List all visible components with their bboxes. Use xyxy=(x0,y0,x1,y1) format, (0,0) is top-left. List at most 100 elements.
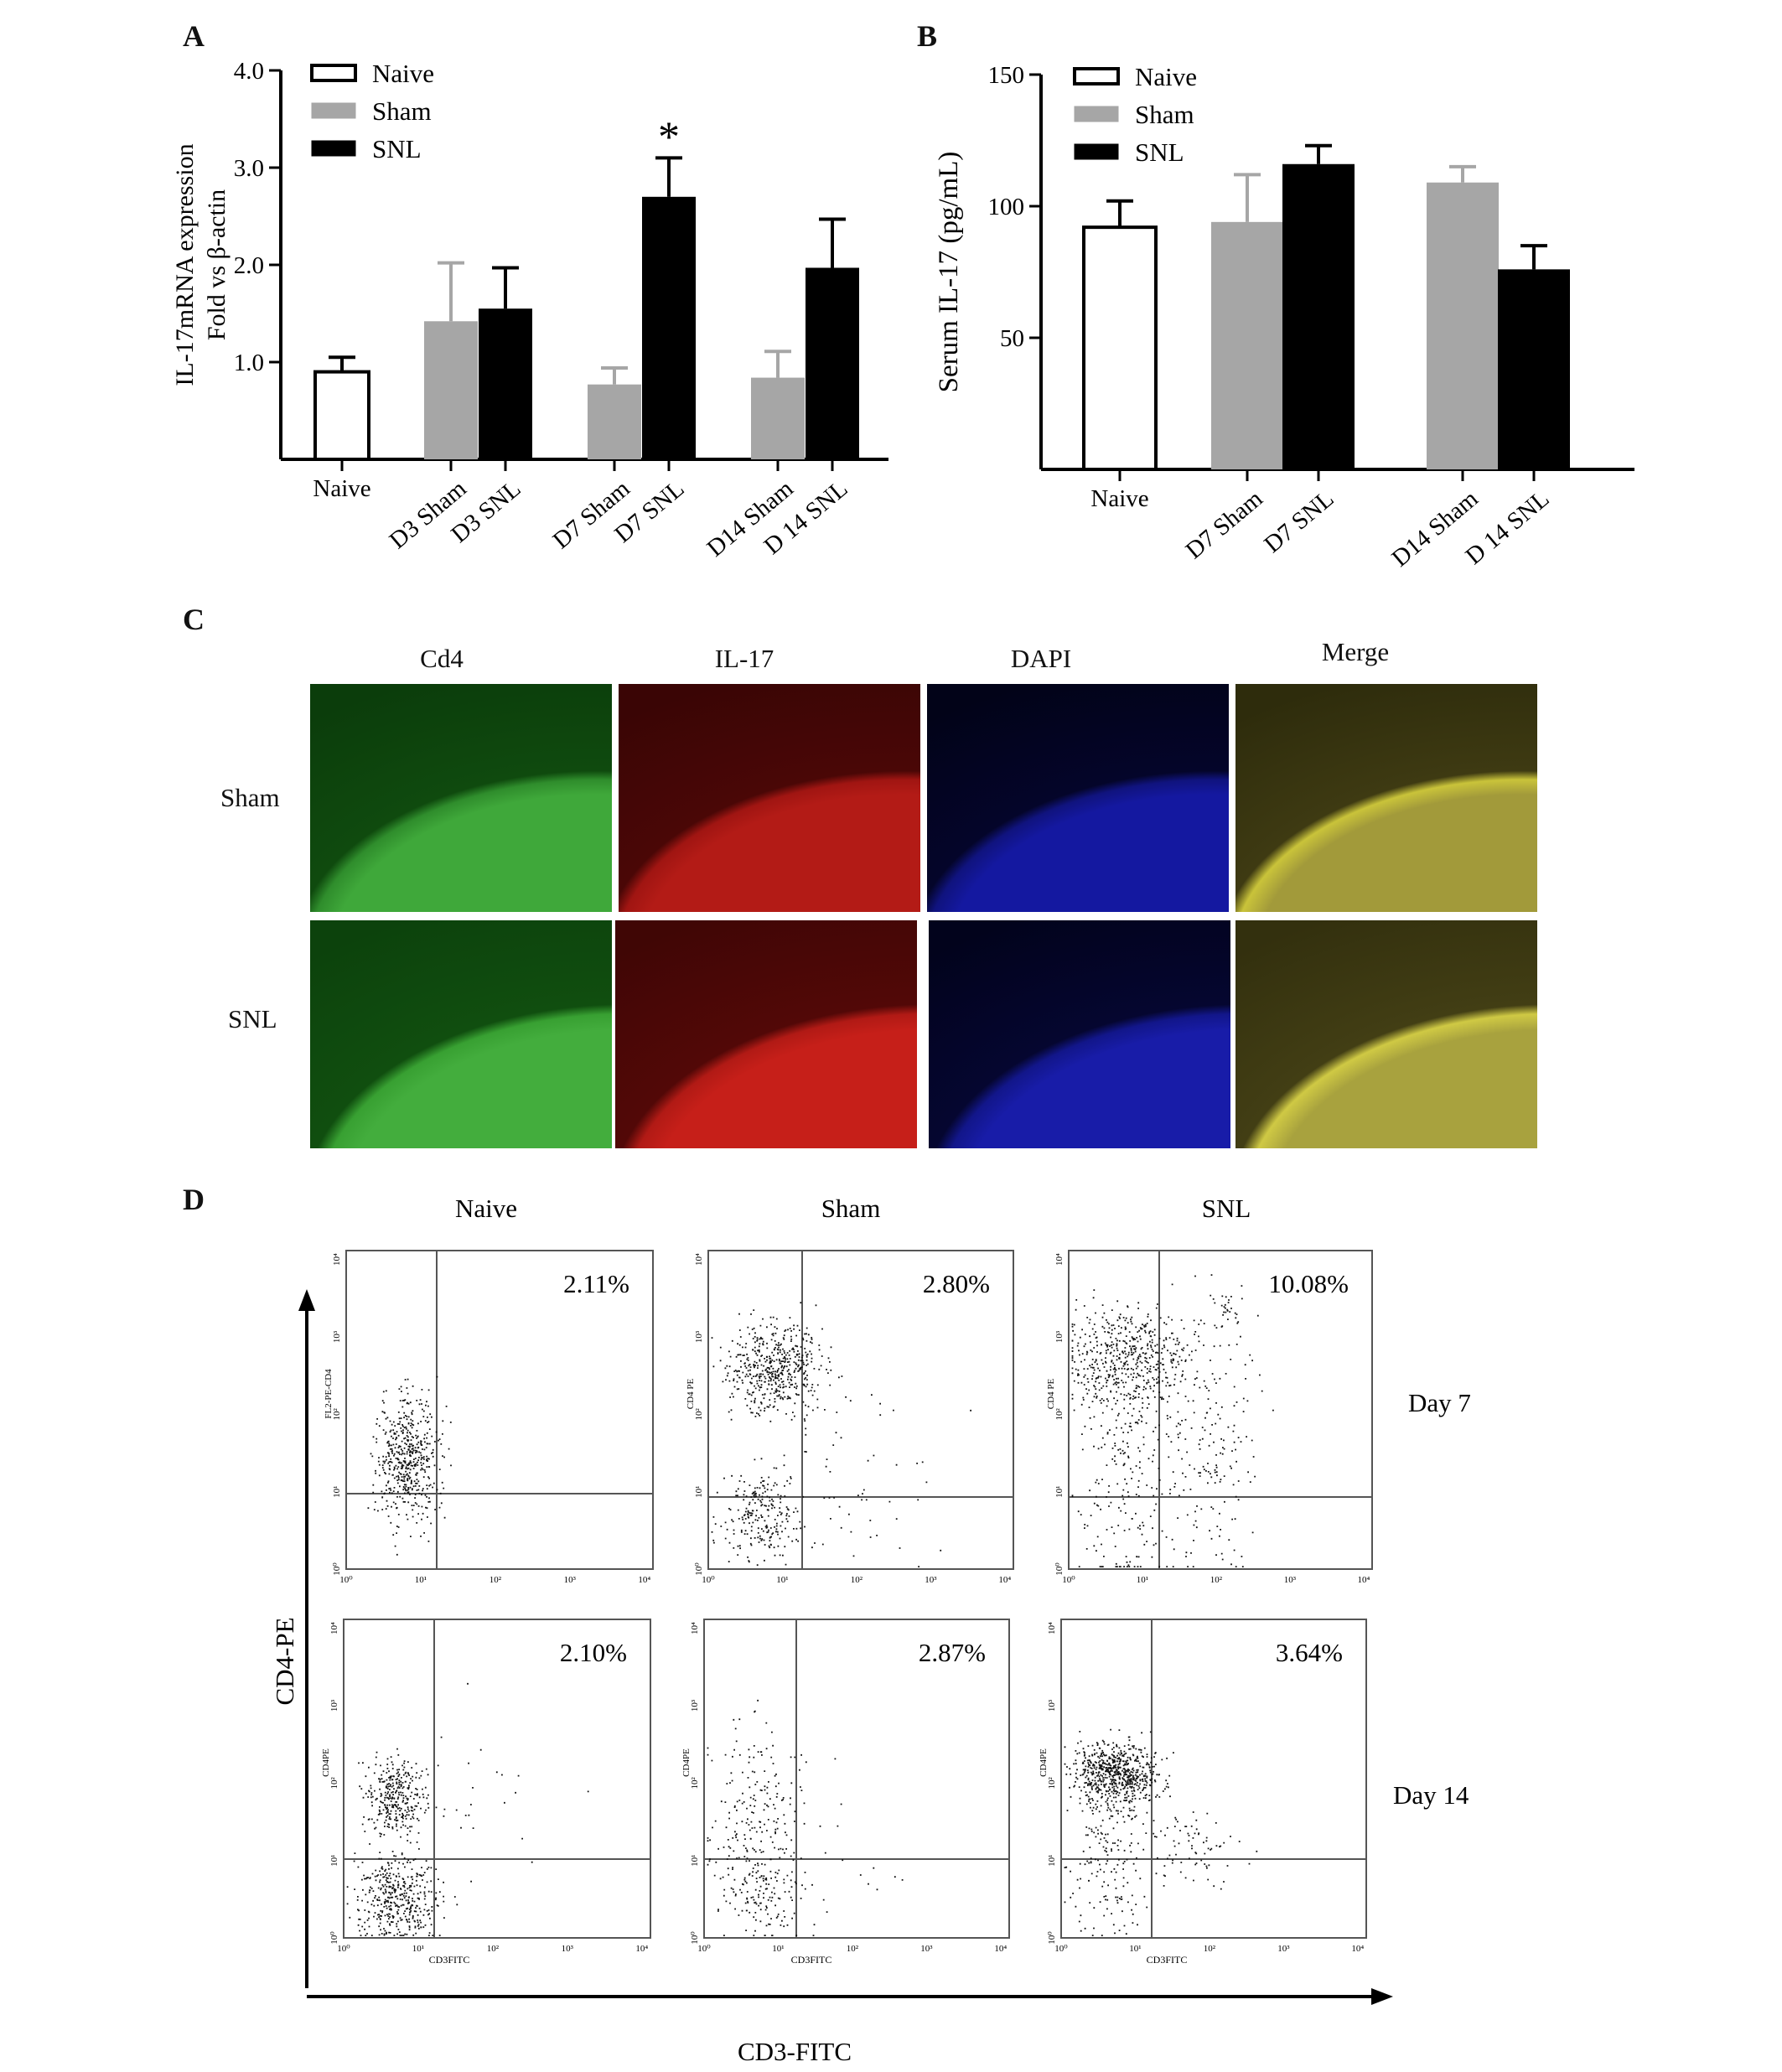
y-tick-label: 1.0 xyxy=(234,350,264,376)
y-tick-label: 10³ xyxy=(1054,1330,1065,1343)
x-tick-label: 10⁴ xyxy=(998,1575,1011,1585)
micro-row-snl: SNL xyxy=(228,1004,277,1033)
x-tick-label: D7 SNL xyxy=(1259,485,1339,558)
y-tick-label: 10⁰ xyxy=(329,1931,339,1945)
legend-swatch-naive xyxy=(1073,67,1120,85)
x-tick-label: 10¹ xyxy=(1137,1575,1148,1585)
flow-events-dots xyxy=(707,1699,904,1936)
micro-image-snl-cd4 xyxy=(310,920,612,1148)
flow-plot-ylabel: CD4 PE xyxy=(1046,1379,1056,1410)
y-tick-label: 150 xyxy=(988,62,1025,89)
panel-c-letter: C xyxy=(183,603,205,636)
flow-events-dots xyxy=(1064,1728,1258,1936)
y-tick-label: 10⁴ xyxy=(1054,1253,1065,1266)
y-tick-label: 10⁰ xyxy=(694,1562,704,1576)
x-tick-label: D7 Sham xyxy=(1181,485,1268,565)
legend-swatch-naive xyxy=(310,64,357,82)
bar-naive xyxy=(313,370,370,462)
panel-b-letter: B xyxy=(917,19,938,53)
flow-plot-frame xyxy=(343,1619,651,1939)
x-tick-label: Naive xyxy=(313,475,370,502)
x-tick-label: 10² xyxy=(851,1575,863,1585)
flow-plot-frame xyxy=(703,1619,1010,1939)
x-tick-label: 10⁴ xyxy=(994,1944,1007,1954)
x-tick-label: 10³ xyxy=(1277,1944,1290,1954)
x-tick-label: 10³ xyxy=(562,1944,574,1954)
micro-row-sham: Sham xyxy=(220,783,280,812)
significance-star: * xyxy=(658,113,680,161)
gate-percentage: 2.10% xyxy=(560,1638,627,1667)
chart-a-il17-mrna: 1.0 2.0 3.0 4.0 IL-17mRNA expression Fold vs … xyxy=(171,58,888,562)
bar-d14-sham xyxy=(751,377,805,459)
gate-percentage: 2.80% xyxy=(923,1269,990,1298)
micro-col-il17: IL-17 xyxy=(714,644,774,673)
micro-image-sham-merge xyxy=(1235,684,1537,912)
y-axis-title-line: Fold vs β-actin xyxy=(203,189,231,340)
x-tick-label: 10⁰ xyxy=(339,1575,353,1585)
x-tick-label: 10² xyxy=(847,1944,859,1954)
y-tick-label: 10³ xyxy=(332,1330,342,1343)
flow-plot-ylabel: CD4PE xyxy=(1039,1748,1049,1777)
y-axis-title: CD4-PE xyxy=(270,1617,299,1705)
x-tick-label: 10⁰ xyxy=(337,1944,350,1954)
micro-image-snl-il17 xyxy=(615,920,917,1148)
x-tick-label: 10⁰ xyxy=(1062,1575,1075,1585)
y-tick-label: 50 xyxy=(1000,325,1024,352)
y-tick-label: 10⁴ xyxy=(332,1253,342,1266)
y-tick-label: 10² xyxy=(694,1407,704,1420)
bar-d3-snl xyxy=(479,308,532,459)
x-tick-label: 10⁰ xyxy=(1054,1944,1068,1954)
y-tick-label: 10⁴ xyxy=(690,1622,700,1634)
legend-swatch-snl xyxy=(1074,143,1119,160)
micro-image-sham-cd4 xyxy=(310,684,612,912)
x-tick-label: 10¹ xyxy=(1129,1944,1141,1954)
legend-swatch-sham xyxy=(1074,106,1119,122)
x-tick-label: 10² xyxy=(1204,1944,1216,1954)
x-tick-label: 10⁴ xyxy=(635,1944,648,1954)
flow-col-snl: SNL xyxy=(1202,1194,1251,1223)
x-axis-arrowhead xyxy=(1371,1988,1393,2005)
y-tick-label: 10⁰ xyxy=(1047,1931,1057,1945)
x-tick-label: 10⁰ xyxy=(697,1944,711,1954)
y-tick-label: 10⁴ xyxy=(694,1253,704,1266)
micro-col-cd4: Cd4 xyxy=(420,644,464,673)
flow-plot-xlabel: CD3FITC xyxy=(791,1954,832,1966)
flow-row-day7: Day 7 xyxy=(1408,1388,1471,1417)
micro-image-sham-dapi xyxy=(927,684,1229,912)
flow-col-sham: Sham xyxy=(821,1194,881,1223)
gate-percentage: 10.08% xyxy=(1268,1269,1349,1298)
x-tick-label: Naive xyxy=(1090,485,1148,512)
y-axis-arrowhead xyxy=(298,1289,315,1311)
bar-d7-snl xyxy=(642,196,696,460)
x-tick-label: 10¹ xyxy=(415,1575,427,1585)
y-tick-label: 10¹ xyxy=(1054,1486,1065,1498)
x-tick-label: 10³ xyxy=(920,1944,933,1954)
bar-d14-sham xyxy=(1427,182,1499,470)
panel-d-letter: D xyxy=(183,1183,205,1216)
x-tick-label: 10¹ xyxy=(412,1944,424,1954)
y-tick-label: 10⁰ xyxy=(690,1931,700,1945)
bar-naive xyxy=(1082,225,1158,471)
micro-col-dapi: DAPI xyxy=(1010,644,1072,673)
chart-b-serum-il17: 50 100 150 Serum IL-17 (pg/mL) Naive D7 ShamD… xyxy=(934,62,1634,572)
x-tick-label: 10⁴ xyxy=(1357,1575,1370,1585)
x-tick-label: 10² xyxy=(487,1944,500,1954)
y-tick-label: 10² xyxy=(1054,1407,1065,1420)
legend-swatch-sham xyxy=(311,102,356,119)
flow-plot-xlabel: CD3FITC xyxy=(429,1954,470,1966)
y-tick-label: 100 xyxy=(988,194,1025,220)
micro-image-snl-merge xyxy=(1235,920,1537,1148)
y-tick-label: 10¹ xyxy=(329,1855,339,1867)
y-tick-label: 10⁰ xyxy=(332,1562,342,1576)
flow-col-naive: Naive xyxy=(455,1194,517,1223)
flow-plot-frame xyxy=(345,1250,654,1570)
flow-events-dots xyxy=(1071,1274,1274,1567)
y-tick-label: 10¹ xyxy=(694,1486,704,1498)
x-tick-label: 10¹ xyxy=(772,1944,784,1954)
flow-plot-ylabel: FL2-PE-CD4 xyxy=(324,1369,334,1419)
x-tick-label: 10³ xyxy=(925,1575,937,1585)
legend-label-snl: SNL xyxy=(372,134,422,163)
y-axis-title: IL-17mRNA expression Fold vs β-actin xyxy=(171,143,231,386)
x-tick-label: 10¹ xyxy=(776,1575,788,1585)
x-tick-label: 10⁴ xyxy=(1351,1944,1364,1954)
